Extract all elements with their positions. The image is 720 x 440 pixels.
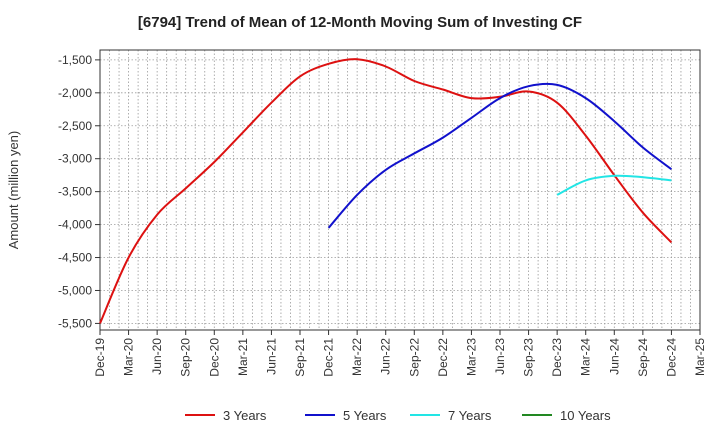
y-tick-label: -1,500 (58, 53, 92, 67)
x-tick-label: Mar-25 (693, 338, 707, 376)
legend-label-3-years: 3 Years (223, 408, 267, 423)
x-tick-label: Sep-24 (636, 338, 650, 377)
x-tick-label: Jun-22 (379, 338, 393, 375)
y-tick-label: -3,500 (58, 185, 92, 199)
series-line-7-years (556, 174, 672, 196)
series-line-3-years (99, 58, 673, 324)
plot-area (99, 49, 701, 331)
y-tick-label: -5,000 (58, 283, 92, 297)
x-axis: Dec-19 Mar-20 Jun-20 Sep-20 Dec-20 Mar-21 Jun-… (93, 330, 707, 377)
legend-label-5-years: 5 Years (343, 408, 387, 423)
x-tick-label: Mar-23 (464, 338, 478, 376)
x-tick-label: Mar-20 (122, 338, 136, 376)
y-axis-label: Amount (million yen) (6, 131, 21, 250)
grid (100, 50, 700, 330)
x-tick-label: Dec-21 (322, 338, 336, 377)
y-tick-label: -2,000 (58, 86, 92, 100)
y-tick-label: -4,500 (58, 251, 92, 265)
x-tick-label: Jun-24 (607, 338, 621, 375)
chart-title: [6794] Trend of Mean of 12-Month Moving … (138, 14, 582, 31)
x-tick-label: Dec-20 (207, 338, 221, 377)
x-tick-label: Dec-23 (550, 338, 564, 377)
x-tick-label: Mar-24 (579, 338, 593, 376)
legend: 3 Years 5 Years 7 Years 10 Years (185, 408, 611, 423)
y-tick-label: -3,000 (58, 152, 92, 166)
x-tick-label: Dec-22 (436, 338, 450, 377)
x-tick-label: Mar-22 (350, 338, 364, 376)
y-axis: -1,500 -2,000 -2,500 -3,000 -3,500 -4,000 -4,5… (58, 53, 100, 330)
y-tick-label: -2,500 (58, 119, 92, 133)
x-tick-label: Sep-21 (293, 338, 307, 377)
x-tick-label: Sep-23 (522, 338, 536, 377)
x-tick-label: Dec-19 (93, 338, 107, 377)
x-tick-label: Dec-24 (664, 338, 678, 377)
x-tick-label: Jun-21 (264, 338, 278, 375)
legend-label-10-years: 10 Years (560, 408, 611, 423)
series-lines (99, 58, 673, 324)
x-tick-label: Mar-21 (236, 338, 250, 376)
series-line-5-years (327, 82, 673, 229)
x-tick-label: Sep-20 (179, 338, 193, 377)
x-tick-label: Jun-20 (150, 338, 164, 375)
y-tick-label: -4,000 (58, 218, 92, 232)
legend-label-7-years: 7 Years (448, 408, 492, 423)
x-tick-label: Sep-22 (407, 338, 421, 377)
x-tick-label: Jun-23 (493, 338, 507, 375)
y-tick-label: -5,500 (58, 316, 92, 330)
